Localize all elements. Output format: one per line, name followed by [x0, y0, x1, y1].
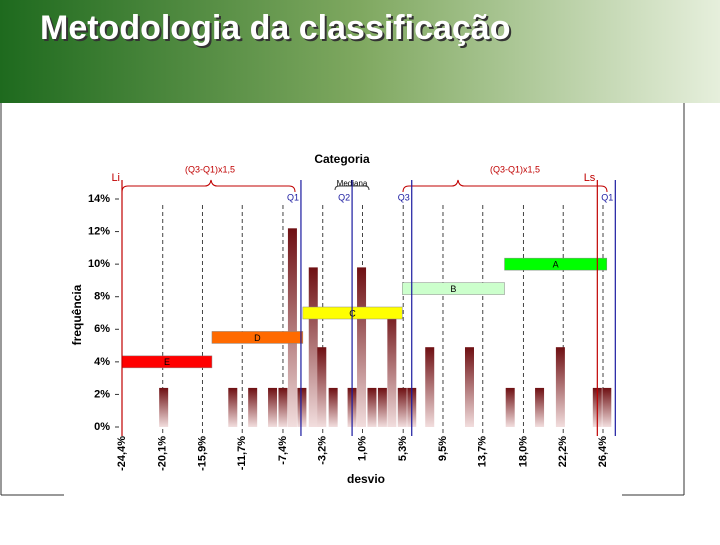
y-tick-label: 12% — [88, 225, 110, 237]
class-label: D — [254, 333, 261, 343]
x-tick-label: -11,7% — [236, 436, 248, 470]
class-label: E — [164, 357, 170, 367]
bar — [228, 387, 238, 427]
class-label: A — [553, 260, 559, 270]
y-tick-label: 10% — [88, 258, 110, 270]
x-tick-label: 5,3% — [397, 436, 409, 461]
annotation: (Q3-Q1)x1,5 — [185, 164, 235, 174]
bar — [287, 228, 297, 427]
x-axis-label: desvio — [347, 472, 385, 486]
y-tick-label: 14% — [88, 193, 110, 205]
bar — [367, 387, 377, 427]
x-tick-label: -3,2% — [317, 436, 329, 465]
chart-title: Categoria — [314, 152, 370, 166]
bar — [602, 387, 612, 427]
reference-label: Li — [111, 172, 120, 184]
slide-title: Metodologia da classificação — [40, 9, 510, 47]
bar — [159, 387, 169, 427]
reference-label: Q1 — [287, 192, 299, 202]
bar — [425, 347, 435, 427]
reference-label: Q1 — [601, 192, 613, 202]
bar — [248, 387, 258, 427]
reference-label: Q2 — [338, 192, 350, 202]
bar — [317, 347, 327, 427]
x-tick-label: -7,4% — [277, 436, 289, 465]
y-tick-label: 4% — [94, 356, 110, 368]
brace — [402, 179, 608, 193]
header-band — [0, 0, 720, 103]
y-tick-label: 0% — [94, 421, 110, 433]
y-axis-label: frequência — [70, 284, 84, 345]
x-tick-label: 22,2% — [557, 436, 569, 467]
class-bar — [504, 257, 608, 271]
annotation: (Q3-Q1)x1,5 — [490, 164, 540, 174]
x-tick-label: -24,4% — [116, 436, 128, 471]
y-tick-label: 6% — [94, 323, 110, 335]
bar — [377, 387, 387, 427]
class-label: C — [349, 308, 356, 318]
reference-label: Q3 — [398, 192, 410, 202]
class-bar — [211, 331, 304, 344]
bar — [328, 387, 338, 427]
bar — [535, 387, 545, 427]
bar — [308, 267, 318, 427]
bar — [268, 387, 278, 427]
y-tick-label: 2% — [94, 388, 110, 400]
x-tick-label: -20,1% — [157, 436, 169, 471]
x-tick-label: -15,9% — [196, 436, 208, 471]
bar — [505, 387, 515, 427]
brace — [121, 179, 296, 193]
y-tick-label: 8% — [94, 291, 110, 303]
class-label: B — [450, 284, 456, 294]
bar — [278, 387, 288, 427]
bar — [387, 308, 397, 427]
bar — [464, 347, 474, 427]
slide-title-shadow: Metodologia da classificação — [42, 11, 512, 49]
bar — [397, 387, 407, 427]
bar — [555, 347, 565, 427]
x-tick-label: 13,7% — [477, 436, 489, 467]
bar — [297, 387, 307, 427]
x-tick-label: 9,5% — [437, 436, 449, 461]
x-tick-label: 1,0% — [356, 436, 368, 461]
x-tick-label: 18,0% — [517, 436, 529, 467]
reference-label: Ls — [584, 172, 596, 184]
x-tick-label: 26,4% — [597, 436, 609, 467]
class-bar — [402, 282, 505, 295]
bar — [357, 267, 367, 427]
